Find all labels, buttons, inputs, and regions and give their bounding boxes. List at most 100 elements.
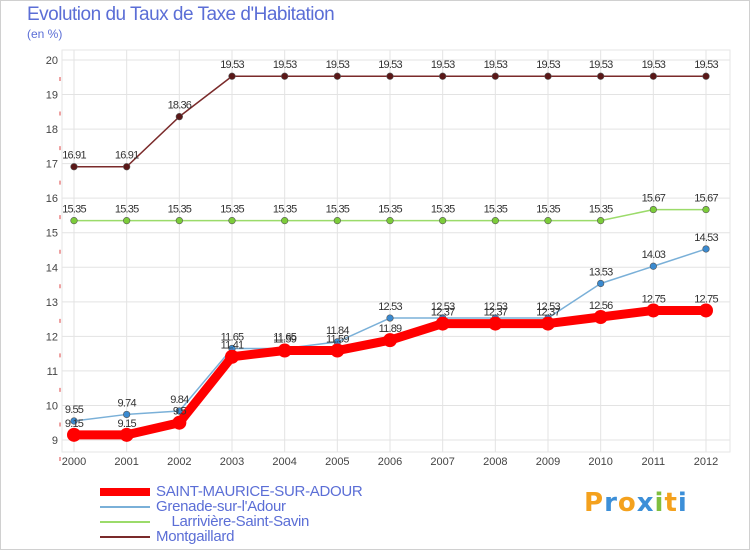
logo-letter: P xyxy=(584,488,605,518)
chart-title: Evolution du Taux de Taxe d'Habitation xyxy=(27,4,335,25)
data-point-saint-maurice-sur-adour xyxy=(67,427,81,442)
data-label-montgaillard: 19.53 xyxy=(273,59,297,71)
data-label-larrivi-re-saint-savin: 15.35 xyxy=(431,204,455,216)
data-point-montgaillard xyxy=(228,72,236,80)
data-point-saint-maurice-sur-adour xyxy=(330,343,345,358)
data-label-grenade-sur-l-adour: 12.53 xyxy=(484,301,508,313)
legend-label: SAINT-MAURICE-SUR-ADOUR xyxy=(156,483,363,500)
data-label-saint-maurice-sur-adour: 9.15 xyxy=(118,418,137,430)
data-point-montgaillard xyxy=(491,72,499,80)
y-tick-label: 15 xyxy=(46,228,58,240)
legend-swatch xyxy=(100,506,150,508)
data-point-montgaillard xyxy=(597,72,605,80)
data-label-grenade-sur-l-adour: 9.74 xyxy=(118,397,137,409)
y-tick-label: 20 xyxy=(46,55,58,67)
legend-label: Grenade-sur-l'Adour xyxy=(156,498,286,515)
data-label-larrivi-re-saint-savin: 15.35 xyxy=(378,204,402,216)
data-point-montgaillard xyxy=(70,163,78,171)
data-label-grenade-sur-l-adour: 12.53 xyxy=(536,301,560,313)
data-point-larrivi-re-saint-savin xyxy=(228,217,236,225)
data-point-larrivi-re-saint-savin xyxy=(491,217,499,225)
data-point-grenade-sur-l-adour xyxy=(70,417,78,425)
x-tick-label: 2003 xyxy=(220,456,244,468)
data-label-saint-maurice-sur-adour: 12.37 xyxy=(431,307,455,319)
data-point-larrivi-re-saint-savin xyxy=(70,217,78,225)
data-label-grenade-sur-l-adour: 13.53 xyxy=(589,267,613,279)
data-point-montgaillard xyxy=(281,72,289,80)
y-tick-label: 13 xyxy=(46,297,58,309)
data-point-grenade-sur-l-adour xyxy=(123,410,131,419)
data-label-grenade-sur-l-adour: 14.53 xyxy=(694,232,718,244)
data-label-montgaillard: 19.53 xyxy=(431,59,455,71)
data-point-larrivi-re-saint-savin xyxy=(175,217,183,225)
data-label-larrivi-re-saint-savin: 15.67 xyxy=(694,193,718,205)
data-point-montgaillard xyxy=(175,113,183,121)
data-label-grenade-sur-l-adour: 12.53 xyxy=(431,301,455,313)
x-tick-label: 2011 xyxy=(642,456,666,468)
x-tick-label: 2007 xyxy=(430,456,454,468)
logo-letter: x xyxy=(636,488,655,518)
data-label-montgaillard: 16.91 xyxy=(62,150,86,162)
data-label-saint-maurice-sur-adour: 9.5 xyxy=(173,406,187,418)
x-tick-label: 2012 xyxy=(694,456,718,468)
data-label-larrivi-re-saint-savin: 15.67 xyxy=(642,193,666,205)
legend-swatch xyxy=(100,521,150,523)
data-label-larrivi-re-saint-savin: 15.35 xyxy=(62,204,86,216)
data-label-grenade-sur-l-adour: 11.84 xyxy=(326,325,349,337)
data-label-larrivi-re-saint-savin: 15.35 xyxy=(168,204,192,216)
data-label-saint-maurice-sur-adour: 12.37 xyxy=(536,307,560,319)
data-point-saint-maurice-sur-adour xyxy=(277,343,292,358)
data-label-saint-maurice-sur-adour: 12.37 xyxy=(484,307,508,319)
y-tick-label: 19 xyxy=(46,90,58,102)
y-tick-label: 12 xyxy=(46,331,58,343)
data-label-saint-maurice-sur-adour: 11.89 xyxy=(379,323,402,335)
data-point-montgaillard xyxy=(333,72,341,80)
data-label-grenade-sur-l-adour: 9.55 xyxy=(65,404,84,416)
x-tick-label: 2001 xyxy=(114,456,138,468)
logo-letter: o xyxy=(617,488,637,518)
data-point-grenade-sur-l-adour xyxy=(597,279,605,288)
data-point-saint-maurice-sur-adour xyxy=(172,415,187,430)
data-point-montgaillard xyxy=(386,72,394,80)
x-tick-label: 2005 xyxy=(325,456,349,468)
data-label-montgaillard: 19.53 xyxy=(378,59,402,71)
y-tick-label: 10 xyxy=(46,400,58,412)
data-point-saint-maurice-sur-adour xyxy=(593,310,608,325)
data-label-montgaillard: 19.53 xyxy=(220,59,244,71)
x-tick-label: 2004 xyxy=(272,456,296,468)
logo-letter: i xyxy=(654,488,665,518)
data-label-montgaillard: 19.53 xyxy=(484,59,508,71)
data-point-montgaillard xyxy=(123,163,131,171)
data-point-larrivi-re-saint-savin xyxy=(439,217,447,225)
data-label-saint-maurice-sur-adour: 11.59 xyxy=(273,334,296,346)
y-tick-label: 9 xyxy=(52,435,58,447)
x-tick-label: 2002 xyxy=(167,456,191,468)
data-point-grenade-sur-l-adour xyxy=(386,314,394,322)
data-point-saint-maurice-sur-adour xyxy=(383,333,397,348)
data-label-larrivi-re-saint-savin: 15.35 xyxy=(589,204,613,216)
data-point-larrivi-re-saint-savin xyxy=(386,217,394,225)
data-label-montgaillard: 19.53 xyxy=(326,59,350,71)
proxiti-logo: Proxiti xyxy=(584,488,688,518)
data-point-larrivi-re-saint-savin xyxy=(649,205,657,214)
data-label-saint-maurice-sur-adour: 9.15 xyxy=(65,418,84,430)
data-label-grenade-sur-l-adour: 9.84 xyxy=(170,394,189,406)
data-label-montgaillard: 19.53 xyxy=(642,59,666,71)
data-label-larrivi-re-saint-savin: 15.35 xyxy=(326,204,350,216)
data-point-larrivi-re-saint-savin xyxy=(281,217,289,225)
y-tick-label: 16 xyxy=(46,193,58,205)
data-label-saint-maurice-sur-adour: 12.75 xyxy=(642,293,666,305)
data-label-grenade-sur-l-adour: 11.65 xyxy=(273,331,296,343)
data-point-grenade-sur-l-adour xyxy=(649,262,657,270)
x-tick-label: 2009 xyxy=(536,456,560,468)
logo-letter: r xyxy=(604,488,618,518)
y-tick-label: 18 xyxy=(46,124,58,136)
logo-letter: t xyxy=(664,488,678,518)
data-label-grenade-sur-l-adour: 11.65 xyxy=(221,331,244,343)
logo-letter: i xyxy=(677,488,688,518)
y-tick-label: 17 xyxy=(46,159,58,171)
data-label-saint-maurice-sur-adour: 12.56 xyxy=(589,300,613,312)
y-tick-label: 11 xyxy=(47,366,58,378)
data-point-saint-maurice-sur-adour xyxy=(488,316,503,331)
data-label-saint-maurice-sur-adour: 11.59 xyxy=(326,334,349,346)
